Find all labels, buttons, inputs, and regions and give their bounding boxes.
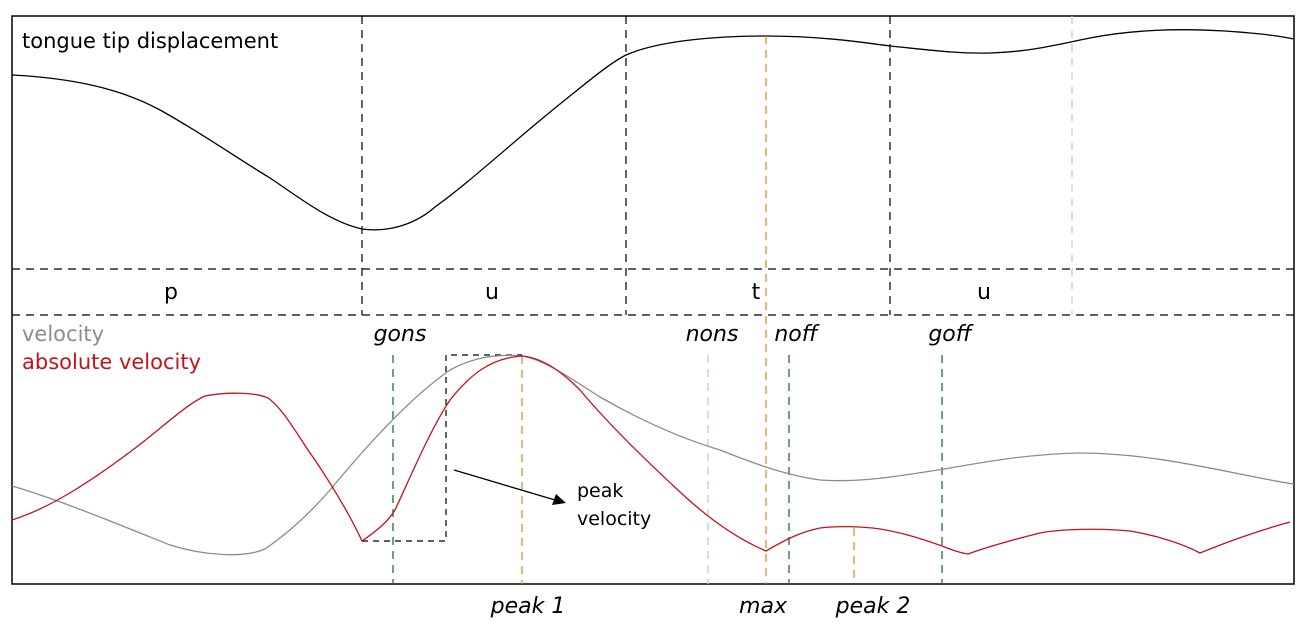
annotation-velocity: velocity [577, 508, 651, 530]
noff-label: noff [774, 322, 819, 347]
peak1-label: peak 1 [490, 594, 566, 619]
absolute-velocity-curve [11, 355, 1291, 555]
segment-u1: u [485, 280, 499, 305]
peak-velocity-arrowhead [552, 494, 566, 505]
segment-u2: u [977, 280, 991, 305]
peak-velocity-bracket [362, 354, 522, 542]
nons-label: nons [686, 322, 739, 347]
max-label: max [739, 594, 788, 619]
absolute-velocity-legend: absolute velocity [22, 350, 201, 374]
gons-label: gons [374, 322, 427, 347]
displacement-title: tongue tip displacement [22, 29, 278, 53]
segment-p: p [164, 280, 178, 305]
figure-frame [11, 15, 1295, 585]
annotation-peak: peak [577, 480, 623, 502]
segment-t: t [752, 280, 761, 305]
velocity-curve [11, 354, 1295, 556]
displacement-curve [11, 29, 1295, 231]
goff-label: goff [928, 322, 973, 347]
peak2-label: peak 2 [835, 594, 911, 619]
velocity-legend: velocity [22, 322, 104, 346]
peak-velocity-arrow [453, 469, 556, 501]
